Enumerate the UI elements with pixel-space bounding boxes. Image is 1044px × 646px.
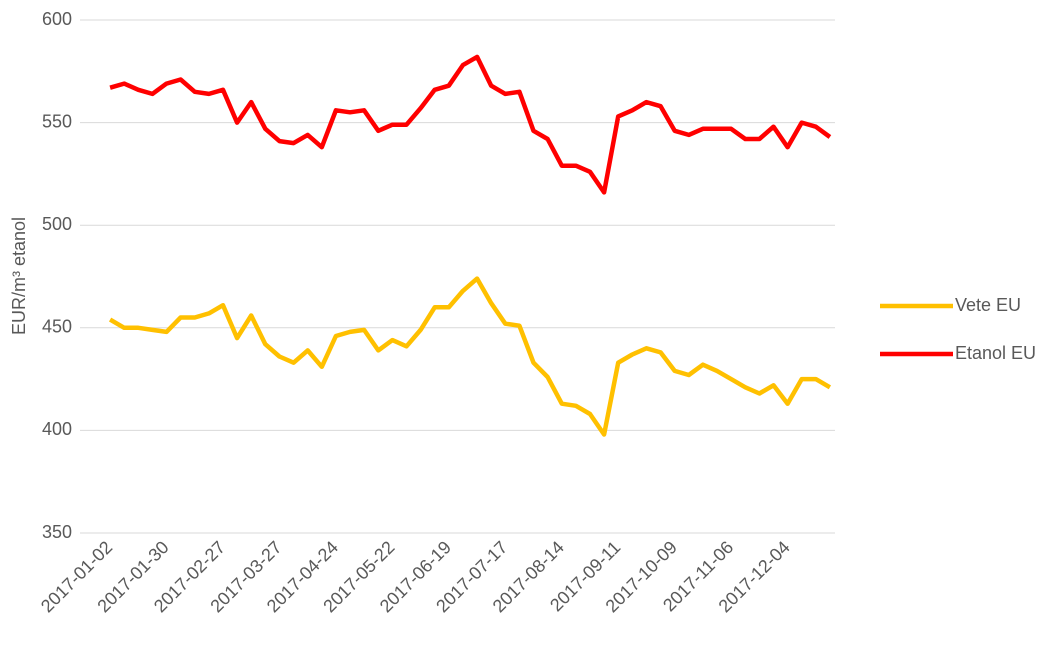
series-line [109,54,832,195]
y-tick-label: 450 [42,317,72,337]
series-line [108,276,832,437]
y-tick-label: 500 [42,214,72,234]
y-axis-label: EUR/m³ etanol [9,217,29,335]
y-tick-label: 400 [42,419,72,439]
legend-label: Etanol EU [955,343,1036,363]
legend-label: Vete EU [955,295,1021,315]
y-tick-label: 350 [42,522,72,542]
y-tick-label: 550 [42,111,72,131]
y-tick-label: 600 [42,9,72,29]
